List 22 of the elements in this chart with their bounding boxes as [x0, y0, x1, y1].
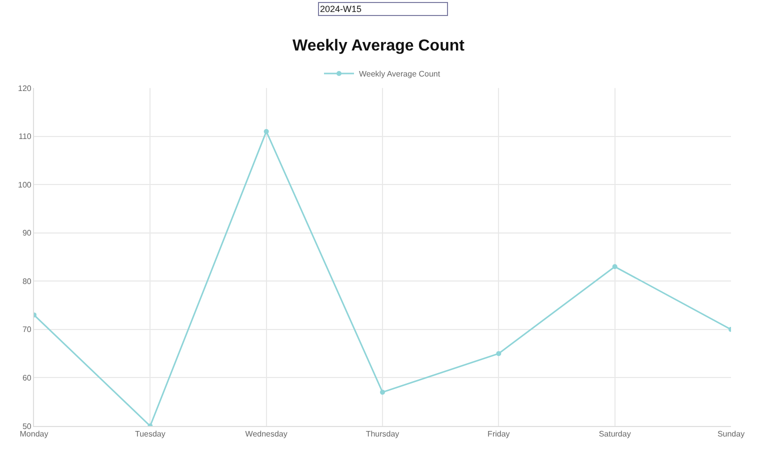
point: [612, 264, 618, 270]
y-tick-label: 60: [22, 374, 32, 383]
x-tick-label: Thursday: [366, 430, 400, 439]
chart-title: Weekly Average Count: [292, 38, 466, 55]
y-tick-label: 110: [18, 132, 32, 142]
point: [380, 390, 385, 395]
y-tick-label: 70: [22, 325, 32, 334]
x-tick-label: Saturday: [598, 430, 631, 439]
point: [264, 128, 269, 134]
text: 2024-W15: [320, 4, 362, 14]
y-tick-label: 120: [18, 84, 32, 93]
point: [496, 351, 502, 356]
x-tick-label: Tuesday: [134, 430, 166, 439]
y-tick-label: 90: [22, 228, 32, 238]
y-tick-label: 80: [22, 276, 32, 286]
x-tick-label: Sunday: [717, 430, 745, 439]
x-tick-label: Wednesday: [245, 430, 288, 439]
x-tick-label: Monday: [20, 430, 48, 439]
y-tick-label: 50: [22, 422, 32, 431]
y-tick-label: 100: [18, 180, 32, 190]
x-tick-label: Friday: [488, 430, 510, 439]
legend-label: Weekly Average Count: [359, 70, 441, 79]
